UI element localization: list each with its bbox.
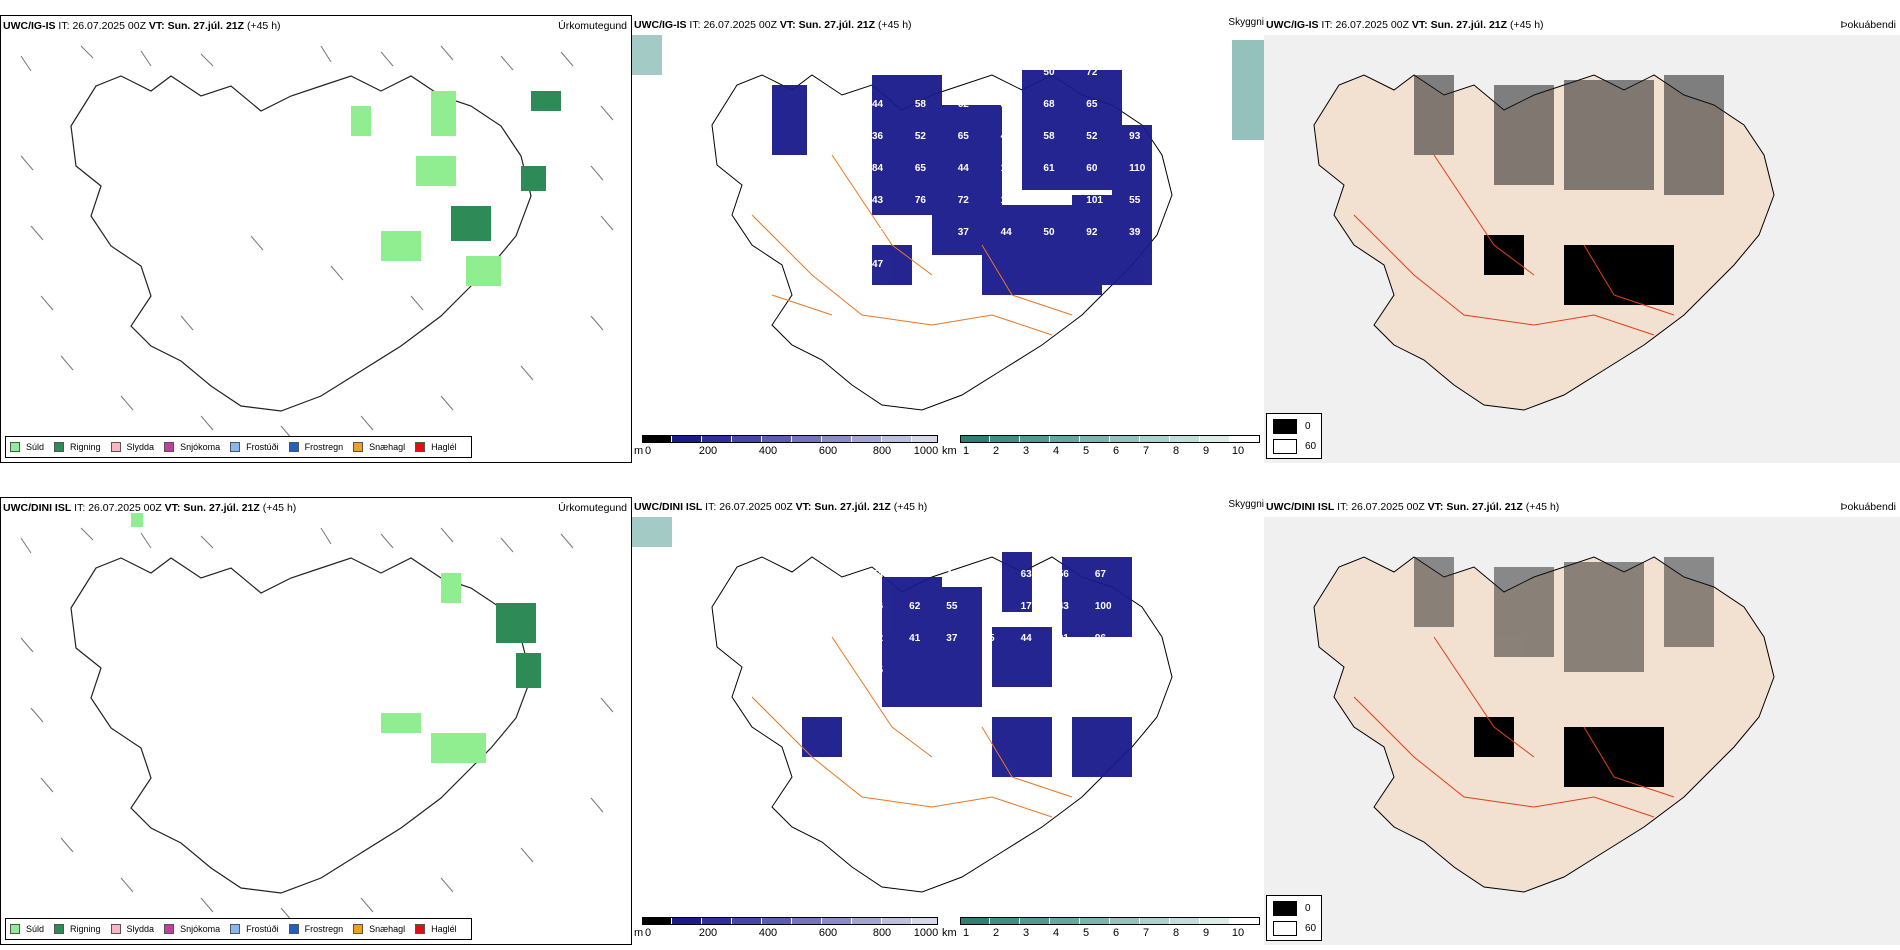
- low-vis-areas: [772, 70, 1152, 295]
- panel-header: UWC/IG-IS IT: 26.07.2025 00Z VT: Sun. 27…: [3, 20, 281, 32]
- ceiling-panel-top: UWC/IG-IS IT: 26.07.2025 00Z VT: Sun. 27…: [632, 15, 1264, 463]
- fog-map-top: [1264, 35, 1900, 463]
- legend-item: Rigning: [54, 442, 101, 452]
- fog-legend: 0 60: [1266, 895, 1322, 941]
- roads: [1353, 636, 1675, 818]
- legend-item: Frostregn: [288, 924, 343, 934]
- fog-shading: [1414, 557, 1714, 672]
- ceiling-map-top: [632, 35, 1264, 411]
- roads: [751, 636, 1073, 818]
- precip-legend: Súld Rigning Slydda Snjókoma Frostúði Fr…: [5, 918, 472, 940]
- legend-item: Snjókoma: [164, 442, 220, 452]
- precip-panel-bottom: UWC/DINI ISL IT: 26.07.2025 00Z VT: Sun.…: [0, 497, 632, 945]
- panel-type-label: Úrkomutegund: [558, 502, 627, 514]
- skyggni-label: Skyggni: [1228, 17, 1264, 28]
- fog-map-bottom: [1264, 517, 1900, 945]
- legend-item: Snæhagl: [353, 442, 405, 452]
- panel-type-label: Þokuábendi: [1840, 501, 1896, 513]
- panel-header: UWC/IG-IS IT: 26.07.2025 00Z VT: Sun. 27…: [1266, 19, 1544, 31]
- low-vis-areas: [802, 552, 1132, 777]
- roads: [751, 154, 1073, 336]
- iceland-land: [1313, 74, 1775, 411]
- legend-item: Frostregn: [288, 442, 343, 452]
- visibility-colorbar: km 1 2 3 4 5 6 7 8 9 10: [942, 435, 1264, 463]
- ceiling-map-bottom: [632, 517, 1173, 893]
- skyggni-label: Skyggni: [1228, 499, 1264, 510]
- iceland-outline: [711, 556, 1173, 893]
- precip-panel-top: UWC/IG-IS IT: 26.07.2025 00Z VT: Sun. 27…: [0, 15, 632, 463]
- fog-panel-top: UWC/IG-IS IT: 26.07.2025 00Z VT: Sun. 27…: [1264, 15, 1900, 463]
- legend-item: Slydda: [110, 924, 154, 934]
- visibility-colorbar: km 1 2 3 4 5 6 7 8 9 10: [942, 917, 1264, 945]
- legend-item: Súld: [10, 924, 44, 934]
- fog-legend: 0 60: [1266, 413, 1322, 459]
- precip-areas: [131, 513, 541, 763]
- wind-barbs: [20, 527, 614, 923]
- legend-item: Haglél: [415, 442, 457, 452]
- legend-item: Frostúði: [230, 924, 279, 934]
- legend-item: Súld: [10, 442, 44, 452]
- iceland-outline: [70, 557, 532, 894]
- roads: [1353, 154, 1675, 336]
- legend-item: Snjókoma: [164, 924, 220, 934]
- fog-dense: [1484, 235, 1674, 305]
- panel-header: UWC/DINI ISL IT: 26.07.2025 00Z VT: Sun.…: [634, 501, 928, 513]
- panel-header: UWC/DINI ISL IT: 26.07.2025 00Z VT: Sun.…: [1266, 501, 1560, 513]
- panel-header: UWC/IG-IS IT: 26.07.2025 00Z VT: Sun. 27…: [634, 19, 912, 31]
- wind-barbs: [20, 45, 614, 441]
- legend-item: Snæhagl: [353, 924, 405, 934]
- height-colorbar: m 0 200 400 600 800 1000: [634, 917, 940, 945]
- panel-header: UWC/DINI ISL IT: 26.07.2025 00Z VT: Sun.…: [3, 502, 297, 514]
- precip-areas: [351, 91, 561, 286]
- legend-item: Haglél: [415, 924, 457, 934]
- iceland-land: [1313, 556, 1775, 893]
- panel-type-label: Þokuábendi: [1840, 19, 1896, 31]
- ceiling-panel-bottom: UWC/DINI ISL IT: 26.07.2025 00Z VT: Sun.…: [632, 497, 1264, 945]
- precip-map-bottom: [20, 513, 614, 923]
- legend-item: Rigning: [54, 924, 101, 934]
- iceland-outline: [70, 75, 532, 412]
- panel-type-label: Úrkomutegund: [558, 20, 627, 32]
- legend-item: Frostúði: [230, 442, 279, 452]
- legend-item: Slydda: [110, 442, 154, 452]
- precip-map-top: [20, 45, 614, 441]
- precip-legend: Súld Rigning Slydda Snjókoma Frostúði Fr…: [5, 436, 472, 458]
- fog-panel-bottom: UWC/DINI ISL IT: 26.07.2025 00Z VT: Sun.…: [1264, 497, 1900, 945]
- height-colorbar: m 0 200 400 600 800 1000: [634, 435, 940, 463]
- fog-shading: [1414, 75, 1724, 195]
